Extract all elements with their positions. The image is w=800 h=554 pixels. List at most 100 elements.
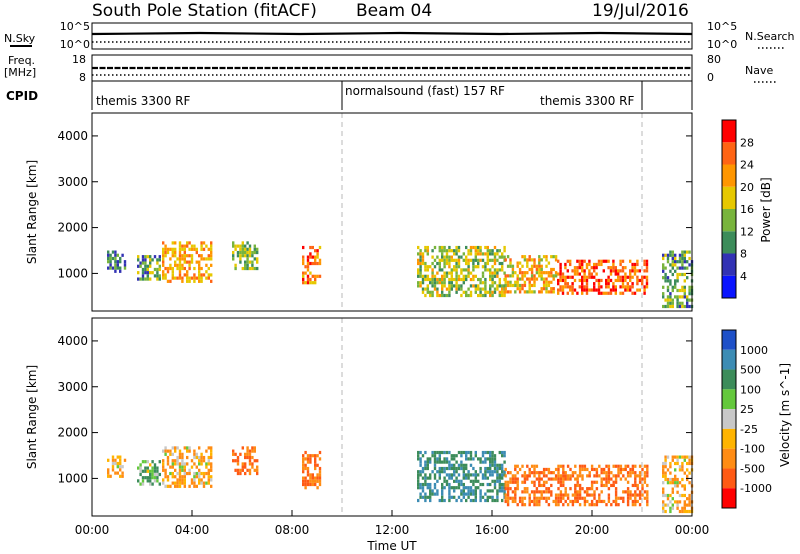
- echo-cell: [686, 468, 689, 472]
- echo-cell: [119, 458, 122, 462]
- echo-cell: [419, 450, 422, 455]
- echo-cell: [457, 274, 461, 278]
- echo-cell: [158, 267, 161, 272]
- echo-cell: [306, 454, 310, 458]
- echo-cell: [535, 271, 539, 275]
- echo-cell: [559, 483, 563, 488]
- echo-cell: [202, 257, 206, 261]
- echo-cell: [455, 271, 458, 275]
- echo-cell: [643, 496, 647, 500]
- echo-cell: [186, 273, 189, 277]
- echo-cell: [188, 468, 191, 472]
- echo-cell: [496, 271, 499, 275]
- echo-cell: [526, 258, 529, 262]
- cpid-segment-1: themis 3300 RF: [96, 94, 190, 108]
- echo-cell: [248, 459, 252, 463]
- echo-cell: [164, 250, 167, 255]
- echo-cell: [666, 279, 670, 283]
- echo-cell: [429, 265, 432, 269]
- echo-cell: [431, 454, 434, 458]
- echo-cell: [664, 471, 667, 475]
- echo-cell: [453, 454, 456, 458]
- echo-cell: [116, 461, 119, 466]
- echo-cell: [671, 477, 674, 482]
- echo-cell: [511, 474, 515, 478]
- echo-cell: [547, 280, 551, 284]
- echo-cell: [506, 496, 510, 500]
- echo-cell: [619, 291, 622, 295]
- echo-cell: [569, 285, 572, 289]
- echo-cell: [489, 290, 492, 294]
- echo-cell: [174, 459, 177, 463]
- echo-cell: [443, 457, 446, 461]
- echo-cell: [311, 482, 314, 487]
- echo-cell: [638, 496, 642, 500]
- echo-cell: [576, 272, 579, 276]
- echo-cell: [590, 266, 593, 270]
- echo-cell: [629, 269, 632, 273]
- echo-cell: [460, 489, 463, 493]
- echo-cell: [676, 477, 679, 482]
- echo-cell: [676, 461, 679, 466]
- echo-cell: [253, 266, 256, 271]
- echo-cell: [455, 265, 458, 269]
- echo-cell: [542, 283, 546, 288]
- y-tick-label: 4000: [57, 129, 88, 143]
- echo-cell: [162, 254, 165, 258]
- echo-cell: [417, 470, 420, 474]
- echo-cell: [417, 284, 420, 288]
- echo-cell: [474, 495, 477, 499]
- echo-cell: [489, 482, 492, 487]
- echo-cell: [645, 266, 649, 270]
- echo-cell: [246, 263, 249, 267]
- echo-cell: [669, 509, 672, 514]
- echo-cell: [421, 495, 425, 499]
- echo-cell: [111, 468, 115, 472]
- echo-cell: [421, 466, 425, 471]
- echo-cell: [643, 259, 646, 263]
- echo-cell: [146, 460, 149, 464]
- echo-cell: [162, 481, 165, 485]
- echo-cell: [593, 503, 596, 507]
- echo-cell: [481, 265, 485, 269]
- echo-cell: [309, 252, 312, 256]
- power-ylabel: Slant Range [km]: [25, 160, 39, 264]
- echo-cell: [669, 279, 672, 283]
- echo-cell: [457, 450, 461, 455]
- echo-cell: [540, 483, 543, 488]
- nsky-panel: 10^5 10^0 N.Sky 10^5 10^0 N.Search: [4, 20, 795, 51]
- echo-cell: [559, 288, 562, 292]
- echo-cell: [151, 258, 154, 262]
- echo-cell: [426, 486, 429, 490]
- echo-cell: [636, 483, 639, 488]
- echo-cell: [590, 288, 593, 292]
- echo-cell: [441, 466, 444, 471]
- echo-cell: [306, 255, 310, 259]
- echo-cell: [523, 480, 527, 484]
- echo-cell: [489, 495, 492, 499]
- echo-cell: [504, 480, 507, 484]
- echo-cell: [433, 482, 437, 487]
- echo-cell: [597, 259, 601, 263]
- colorbar-swatch: [722, 369, 736, 390]
- echo-cell: [311, 261, 314, 266]
- echo-cell: [467, 249, 470, 253]
- echo-cell: [484, 261, 487, 266]
- echo-cell: [421, 290, 425, 294]
- echo-cell: [607, 285, 610, 289]
- echo-cell: [559, 275, 562, 279]
- echo-cell: [523, 503, 527, 507]
- echo-cell: [443, 258, 446, 262]
- echo-cell: [523, 490, 527, 494]
- echo-cell: [686, 298, 689, 302]
- echo-cell: [455, 281, 458, 285]
- echo-cell: [645, 262, 649, 267]
- echo-cell: [666, 253, 670, 257]
- echo-cell: [574, 490, 577, 494]
- echo-cell: [306, 277, 310, 282]
- echo-cell: [533, 493, 536, 497]
- x-tick-label: 00:00: [75, 523, 110, 537]
- echo-cell: [474, 252, 477, 256]
- echo-cell: [666, 493, 670, 498]
- echo-cell: [186, 260, 189, 264]
